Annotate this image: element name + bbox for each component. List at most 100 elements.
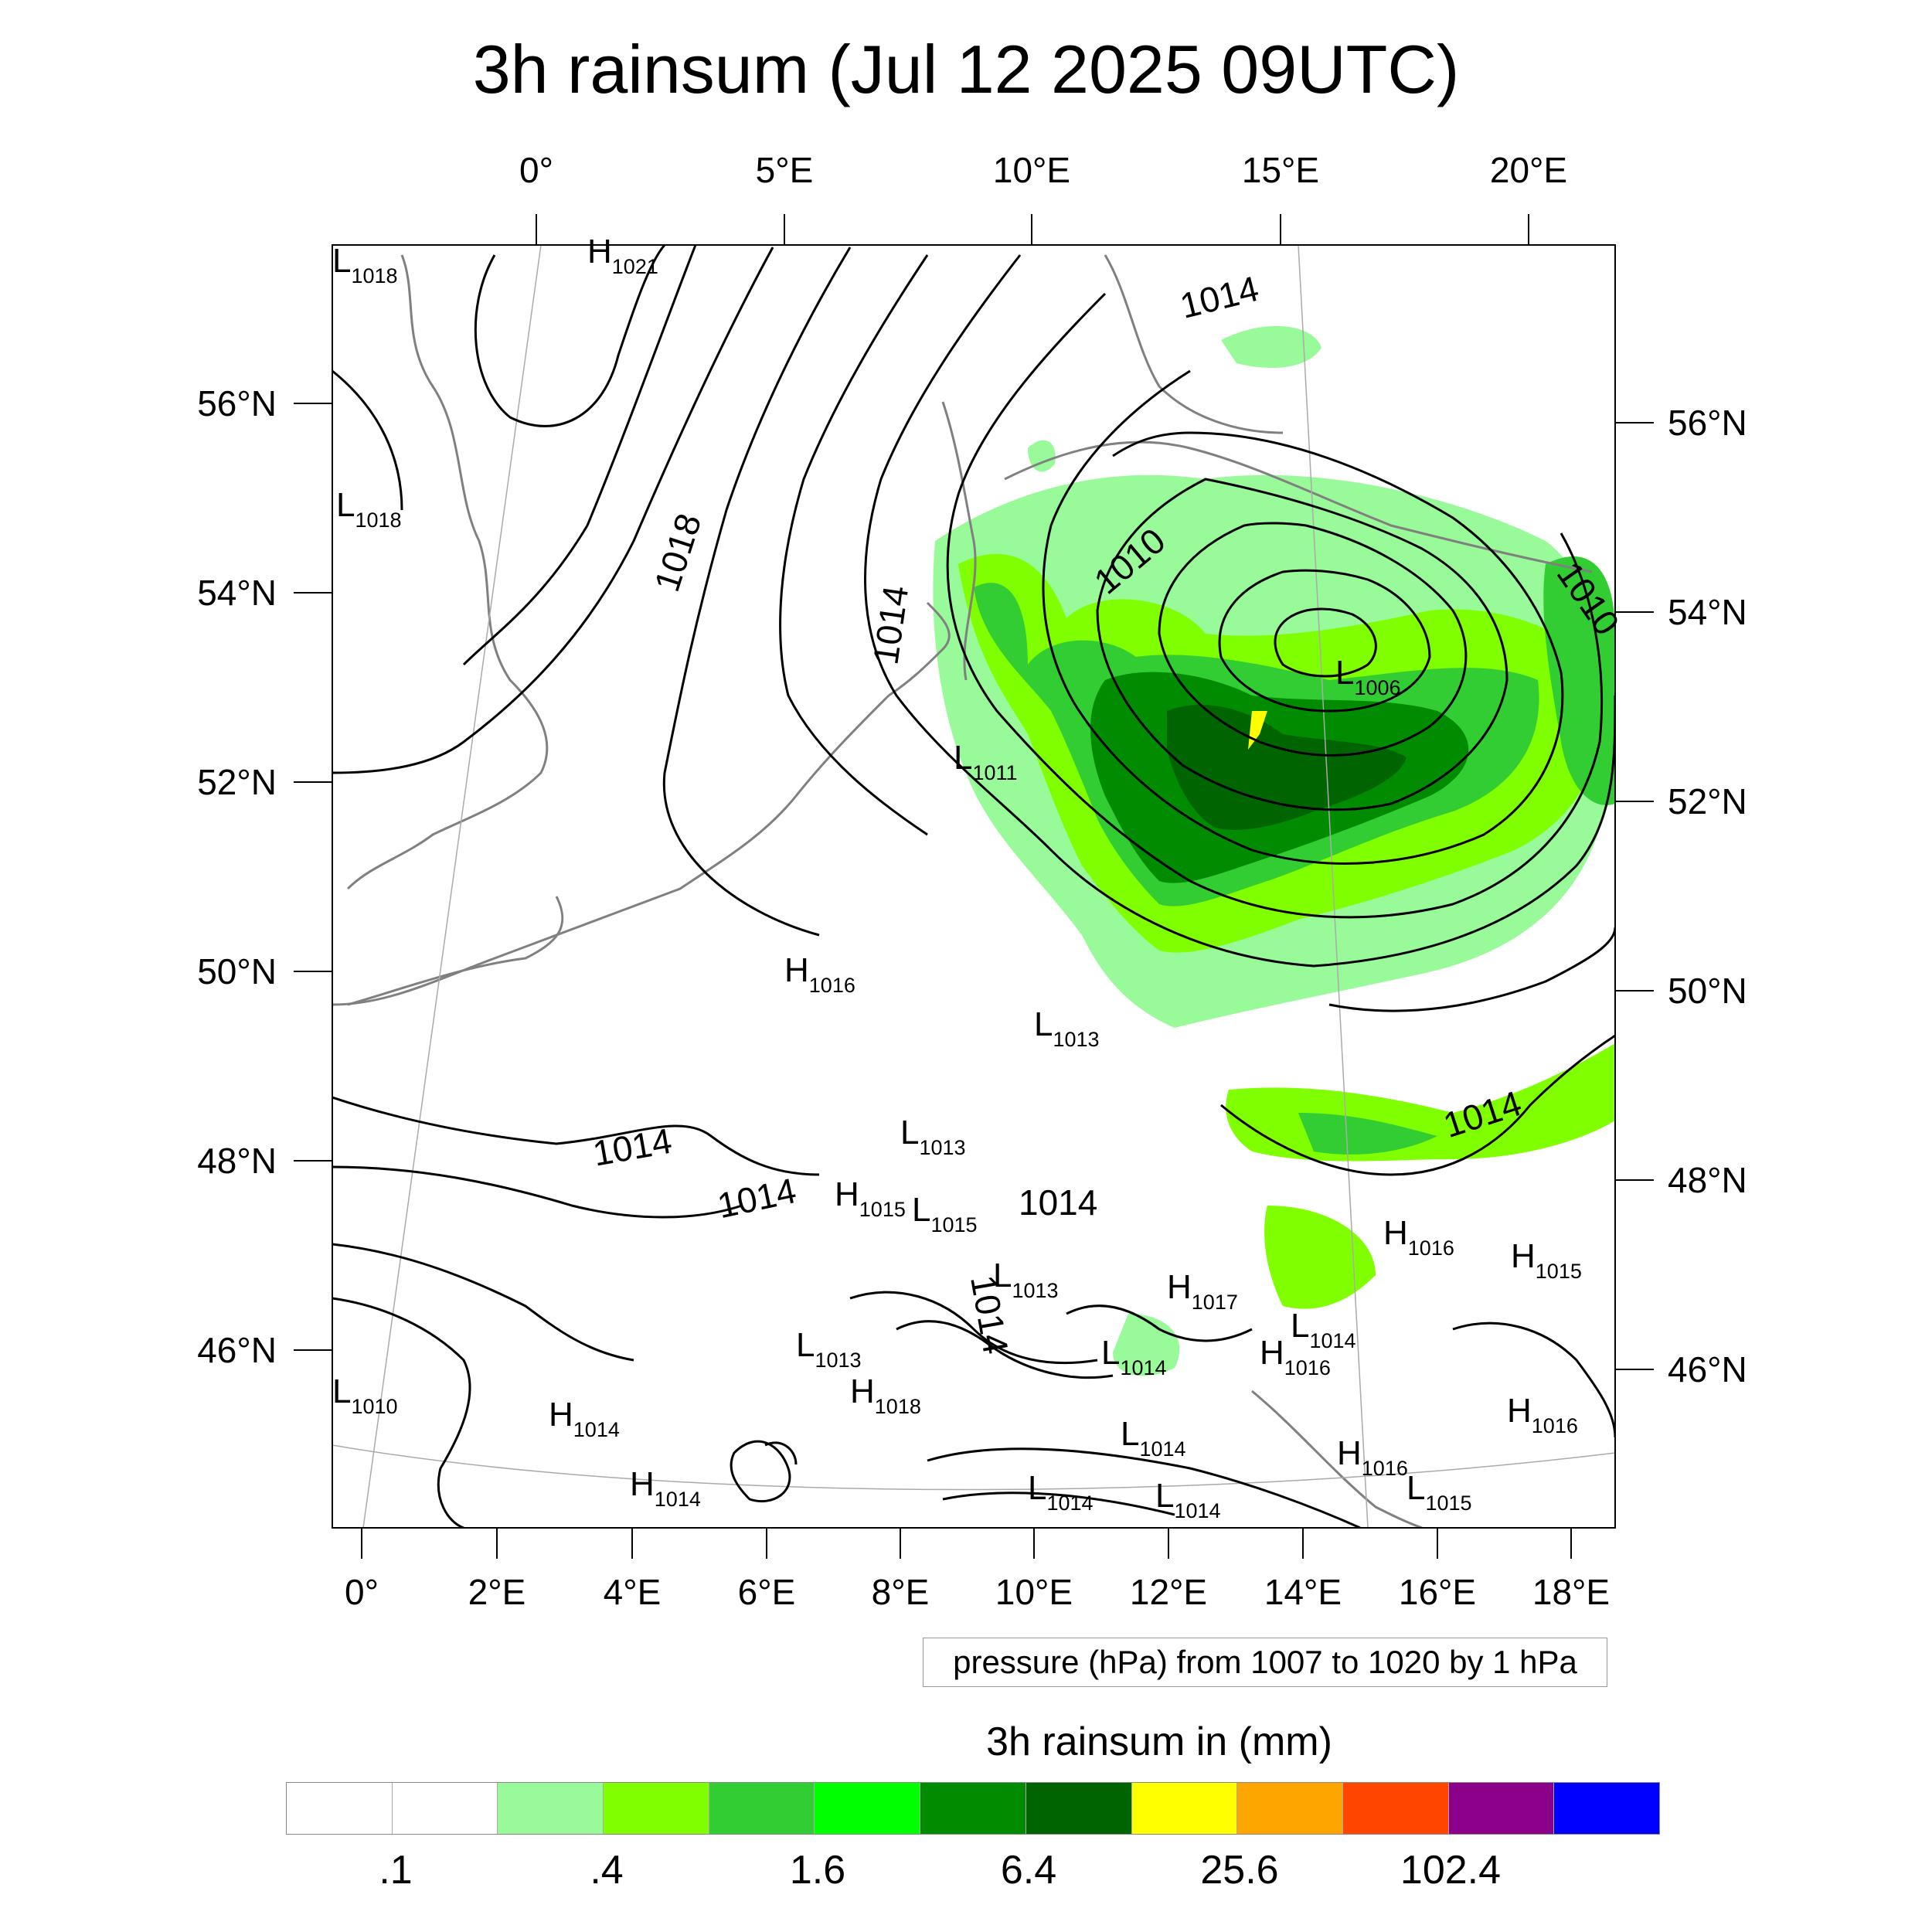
isobar-south-2 [332,1165,743,1219]
bottom-lon-label: 0° [345,1572,379,1612]
isobar-1018-west [332,369,403,511]
coast-britain [346,254,549,890]
right-lat-label: 56°N [1668,403,1747,443]
parallel-45n [332,1444,1615,1491]
pressure-center: L1015 [1406,1469,1472,1515]
isobar-1017 [332,247,774,774]
bottom-lon-label: 16°E [1399,1572,1476,1612]
colorbar-swatch [1131,1783,1238,1834]
isobar-label: 1014 [1019,1182,1097,1223]
isobar-label: 1014 [714,1170,800,1226]
bottom-lon-label: 8°E [872,1572,930,1612]
colorbar-swatch [709,1783,815,1834]
pressure-center: L1013 [796,1326,862,1372]
isobar-south-3 [332,1243,634,1362]
coast-denmark [941,401,977,681]
colorbar-label: .4 [590,1848,624,1893]
rain-area-core [1167,704,1406,830]
pressure-center: L1018 [332,242,398,287]
isobar-south-4 [332,1297,471,1528]
colorbar-label: 102.4 [1400,1848,1502,1893]
bottom-lon-label: 4°E [604,1572,662,1612]
bottom-lon-label: 18°E [1532,1572,1610,1612]
isobar-1010 [1158,522,1468,757]
pressure-center: L1015 [912,1191,978,1236]
right-lat-label: 50°N [1668,971,1747,1011]
pressure-center: L1014 [1121,1415,1186,1461]
meridian-0 [362,245,542,1528]
isobar-alps-2 [896,1320,1114,1379]
isobar-south-1 [332,1096,820,1176]
rain-area-light-north [1221,325,1321,368]
colorbar-swatch [287,1783,393,1834]
left-lat-label: 56°N [197,383,277,423]
pressure-center: H1017 [1167,1268,1238,1314]
isobar-south-5 [942,1492,1175,1516]
tick-marks [294,214,1654,1559]
isobar-1015 [779,254,929,836]
map-title: 3h rainsum (Jul 12 2025 09UTC) [472,31,1460,107]
pressure-center: H1016 [1260,1334,1331,1379]
pressure-center: L1006 [1335,654,1401,699]
pressure-center: H1016 [1507,1392,1578,1437]
pressure-note: pressure (hPa) from 1007 to 1020 by 1 hP… [923,1638,1607,1687]
bottom-lon-label: 14°E [1264,1572,1342,1612]
colorbar-swatch [920,1783,1026,1834]
isobar-1016 [662,247,852,937]
pressure-center: H1016 [1337,1434,1408,1480]
isobar-1019 [474,245,666,427]
top-lon-label: 0° [519,150,553,190]
bottom-lon-label: 6°E [738,1572,796,1612]
isobar-1018 [462,245,697,666]
pressure-center: H1015 [1511,1237,1582,1283]
pressure-center: L1011 [954,739,1018,784]
isobar-1007 [1274,607,1377,678]
pressure-center: L1010 [332,1372,398,1418]
pressure-center: L1013 [900,1114,966,1159]
isobar-alps-3 [1066,1304,1253,1342]
colorbar-label: 6.4 [1000,1848,1057,1893]
colorbar-swatch [392,1783,498,1834]
colorbar-swatch [1448,1783,1555,1834]
coast-france-north [332,694,890,1006]
bottom-lon-label: 10°E [995,1572,1073,1612]
pressure-center: H1014 [630,1465,701,1511]
isobar-label: 1014 [865,583,916,668]
isobar-alps-5 [764,1441,798,1465]
pressure-center: L1014 [1028,1469,1094,1515]
legend-title: 3h rainsum in (mm) [986,1719,1332,1764]
pressure-center: H1018 [850,1372,921,1418]
left-lat-label: 52°N [197,762,277,802]
right-lat-labels: 56°N 54°N 52°N 50°N 48°N 46°N [1668,403,1747,1389]
isobar-alps-4 [730,1440,791,1503]
isobar-label: 1014 [1176,268,1263,326]
left-lat-label: 48°N [197,1141,277,1181]
pressure-center: H1014 [549,1396,620,1441]
isobar-1011 [1096,478,1509,811]
pressure-centers: L1018 H1021 L1018 L1006 L1011 H1016 L101… [332,233,1582,1522]
isobar-1013 [946,292,1604,919]
colorbar-swatch [604,1783,709,1834]
map-frame [332,244,1616,1529]
left-lat-label: 46°N [197,1330,277,1370]
colorbar-swatch [1026,1783,1132,1834]
bottom-lon-label: 12°E [1130,1572,1207,1612]
coast-britain-south [347,896,564,1006]
right-lat-label: 54°N [1668,592,1747,632]
isobar-east-1 [1220,1034,1615,1176]
left-lat-label: 50°N [197,951,277,992]
rain-area-southwest [1113,1314,1180,1376]
pressure-center: H1016 [1383,1214,1454,1260]
pressure-center: L1014 [1101,1334,1167,1379]
colorbar [286,1782,1660,1835]
isobar-east-2 [1328,927,1615,1012]
rain-area-band-core [1298,1113,1437,1155]
right-lat-label: 52°N [1668,781,1747,821]
colorbar-label: 25.6 [1200,1848,1279,1893]
pressure-center: L1013 [1034,1005,1100,1051]
isobar-alps-1 [849,1291,1098,1365]
left-lat-labels: 56°N 54°N 52°N 50°N 48°N 46°N [197,383,277,1370]
top-lon-label: 20°E [1490,150,1567,190]
coast-sweden [1104,254,1284,434]
